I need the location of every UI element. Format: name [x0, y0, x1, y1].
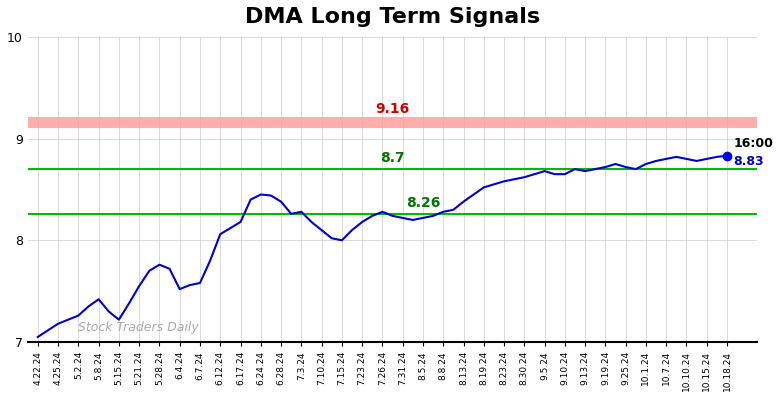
Text: 16:00: 16:00: [733, 137, 773, 150]
Text: 8.7: 8.7: [380, 151, 405, 165]
Text: Stock Traders Daily: Stock Traders Daily: [78, 321, 199, 334]
Text: 8.83: 8.83: [733, 156, 764, 168]
Text: 9.16: 9.16: [376, 102, 410, 116]
Title: DMA Long Term Signals: DMA Long Term Signals: [245, 7, 540, 27]
Text: 8.26: 8.26: [406, 196, 440, 210]
